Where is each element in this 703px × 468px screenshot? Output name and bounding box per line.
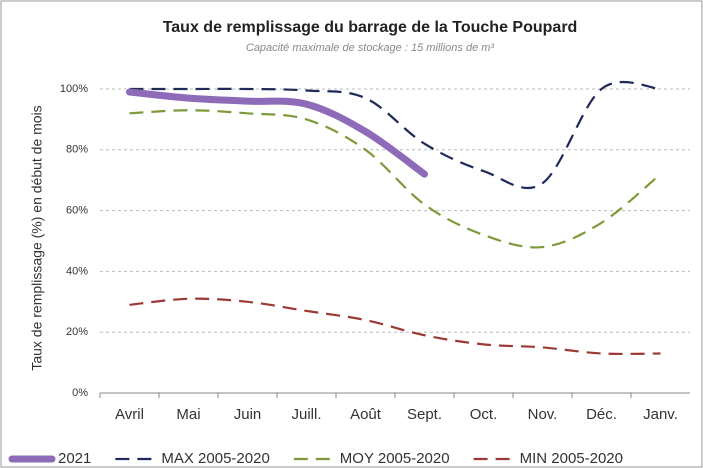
x-tick-label: Janv. [643,406,678,423]
x-tick-label: Avril [115,406,144,423]
x-tick-label: Oct. [470,406,498,423]
x-tick-label: Juill. [291,406,321,423]
y-axis-label: Taux de remplissage (%) en début de mois [29,105,45,370]
x-tick-label: Mai [176,406,200,423]
legend-label: MAX 2005-2020 [161,450,269,467]
y-tick-label: 0% [72,387,88,399]
y-tick-label: 80% [66,144,88,156]
chart-subtitle: Capacité maximale de stockage : 15 milli… [246,42,495,54]
x-tick-label: Juin [234,406,262,423]
legend-label: MIN 2005-2020 [520,450,623,467]
x-tick-label: Sept. [407,406,442,423]
x-tick-label: Déc. [586,406,617,423]
series-line [126,88,428,178]
series-line [129,297,661,356]
series-line [129,80,661,190]
legend-label: MOY 2005-2020 [340,450,450,467]
x-tick-label: Nov. [528,406,558,423]
y-tick-label: 60% [66,205,88,217]
chart-title: Taux de remplissage du barrage de la Tou… [163,19,578,36]
x-tick-label: Août [350,406,382,423]
y-tick-label: 40% [66,265,88,277]
y-tick-label: 100% [60,83,88,95]
series-line [129,109,662,249]
y-tick-label: 20% [66,326,88,338]
legend-label: 2021 [58,450,91,467]
